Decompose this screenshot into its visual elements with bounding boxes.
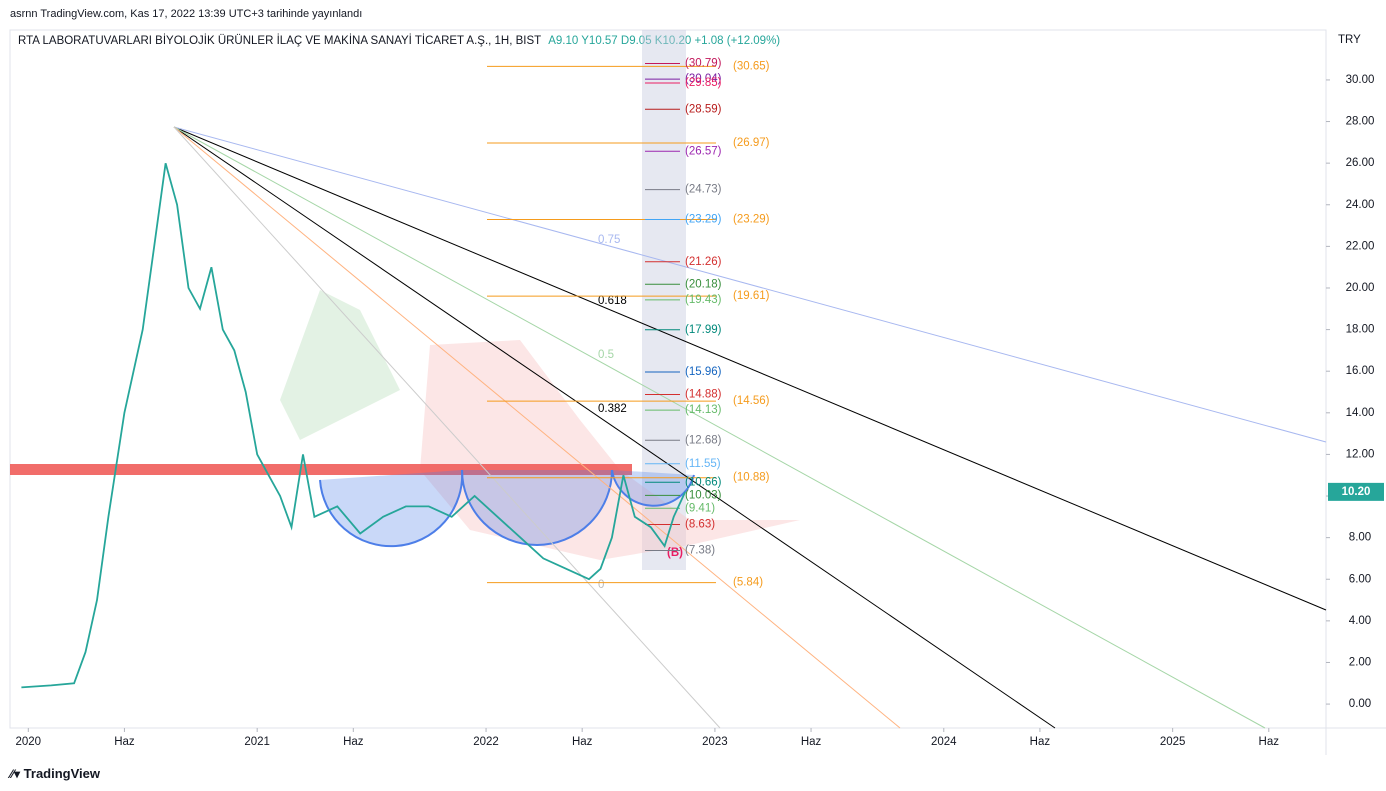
y-tick-label: 16.00 [1346,365,1375,377]
price-line [21,162,687,689]
cloud [280,290,400,440]
ohlc: D9.05 [620,35,652,47]
y-tick-label: 4.00 [1349,615,1371,627]
footer-brand: ⁄⁄▾ TradingView [10,766,100,781]
level-label: (10.03) [685,489,722,501]
fib-label: (5.84) [733,577,763,589]
level-label: (23.29) [685,214,722,226]
trend-line [173,126,1327,611]
level-label: (28.59) [685,103,722,115]
level-label: (30.04) [685,73,722,85]
fan-line [173,126,1266,729]
fan-label: 0.618 [598,295,627,307]
y-tick-label: 18.00 [1346,324,1375,336]
fib-label: (10.88) [733,472,770,484]
level-label: (12.68) [685,434,722,446]
cup [461,469,613,546]
point-label: (B) [667,547,683,559]
currency: TRY [1338,34,1361,46]
x-tick-label: Haz [801,736,822,748]
fan-line [173,126,1327,443]
fan-label: 0.5 [598,349,614,361]
level-label: (26.57) [685,145,722,157]
x-tick-label: Haz [572,736,593,748]
level-label: (9.41) [685,502,715,514]
level-label: (10.66) [685,476,722,488]
y-tick-label: 24.00 [1346,199,1375,211]
chart: 0.75 0.618 0.5 0.382 0 (B) TRY 0.00 2.00 4… [9,29,1386,755]
x-tick-label: 2024 [931,736,957,748]
level-label: (24.73) [685,184,722,196]
ohlc: K10.20 [654,35,692,47]
x-tick-label: 2025 [1160,736,1186,748]
level-label: (17.99) [685,324,722,336]
fib-label: (26.97) [733,137,770,149]
y-tick-label: 26.00 [1346,157,1375,169]
symbol: RTA LABORATUVARLARI BİYOLOJİK ÜRÜNLER İL… [18,35,541,47]
y-tick-label: 0.00 [1349,698,1371,710]
fan-label: 0.382 [598,403,627,415]
fib-label: (23.29) [733,214,770,226]
level-label: (21.26) [685,256,722,268]
last-price-tag [1328,482,1384,501]
last-price-label: 10.20 [1342,486,1371,498]
x-tick-label: 2023 [702,736,728,748]
y-tick-label: 14.00 [1346,407,1375,419]
published: asrnn TradingView.com, Kas 17, 2022 13:3… [10,8,363,20]
level-label: (14.88) [685,389,722,401]
fan-line [173,126,721,729]
fan-label: 0 [598,579,604,591]
fan-line [173,126,901,729]
y-tick-label: 2.00 [1349,656,1371,668]
x-tick-label: 2022 [473,736,499,748]
trend-line [173,126,1056,729]
y-tick-label: 20.00 [1346,282,1375,294]
level-label: (15.96) [685,366,722,378]
symbol-info: RTA LABORATUVARLARI BİYOLOJİK ÜRÜNLER İL… [18,35,780,47]
cloud [420,340,800,560]
fib-label: (19.61) [733,290,770,302]
x-tick-label: Haz [114,736,135,748]
ohlc: +1.08 (+12.09%) [694,35,781,47]
fib-label: (14.56) [733,395,770,407]
y-tick-label: 8.00 [1349,532,1371,544]
x-tick-label: 2020 [16,736,42,748]
level-label: (29.85) [685,77,722,89]
fan-label: 0.75 [598,234,620,246]
y-tick-label: 6.00 [1349,573,1371,585]
y-tick-label: 30.00 [1346,74,1375,86]
x-tick-label: Haz [1030,736,1051,748]
level-label: (20.18) [685,278,722,290]
level-label: (11.55) [685,458,721,470]
resistance-band [10,464,632,475]
y-tick-label: 28.00 [1346,116,1375,128]
ohlc: A9.10 [548,35,579,47]
x-tick-label: Haz [1259,736,1280,748]
level-label: (8.63) [685,519,715,531]
ohlc: Y10.57 [581,35,618,47]
level-label: (14.13) [685,404,722,416]
y-tick-label: 22.00 [1346,240,1375,252]
x-tick-label: 2021 [244,736,270,748]
cup [611,469,695,507]
y-tick-label: 12.00 [1346,448,1375,460]
level-label: (19.43) [685,294,722,306]
x-tick-label: Haz [343,736,364,748]
fib-label: (30.65) [733,60,770,72]
level-label: (7.38) [685,545,715,557]
cup [319,469,464,548]
level-label: (30.79) [685,58,722,70]
brand: TradingView [23,766,100,781]
